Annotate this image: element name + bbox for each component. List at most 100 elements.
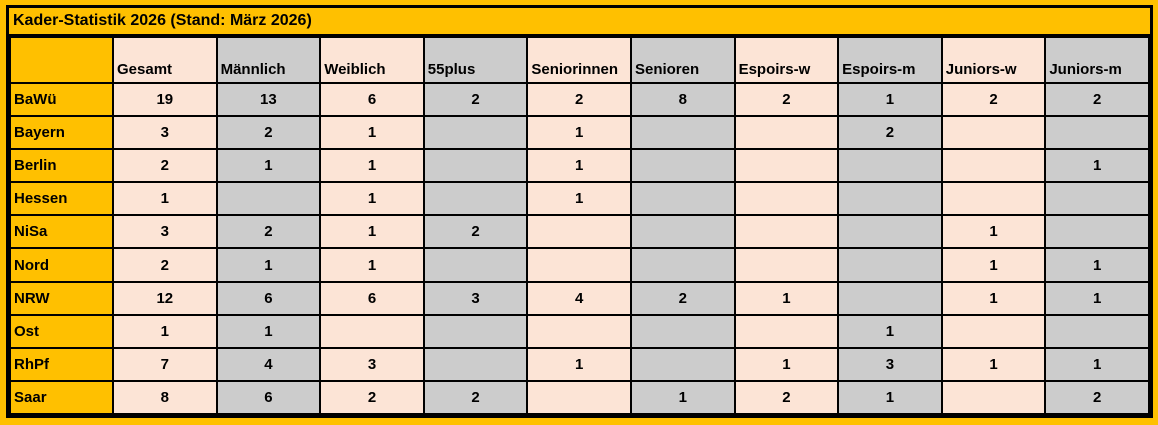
data-cell: 1	[940, 247, 1047, 283]
data-cell	[422, 346, 529, 382]
data-cell: 2	[112, 247, 218, 283]
data-cell	[837, 214, 943, 250]
data-cell: 2	[1044, 379, 1150, 416]
data-cell	[526, 247, 632, 283]
data-cell: 1	[112, 181, 218, 217]
data-cell	[940, 115, 1047, 151]
data-cell	[319, 313, 425, 349]
row-label-cell: Hessen	[9, 181, 114, 217]
data-cell: 1	[215, 148, 322, 184]
data-cell: 2	[526, 81, 632, 118]
data-cell: 2	[629, 280, 736, 316]
data-cell: 2	[319, 379, 425, 416]
column-header: Espoirs-m	[837, 36, 943, 84]
data-cell: 3	[422, 280, 529, 316]
data-cell: 2	[940, 81, 1047, 118]
data-cell: 1	[526, 148, 632, 184]
data-cell	[629, 346, 736, 382]
column-header: Espoirs-w	[733, 36, 840, 84]
data-cell	[837, 148, 943, 184]
data-cell: 1	[319, 148, 425, 184]
data-cell: 1	[1044, 148, 1150, 184]
data-cell	[422, 247, 529, 283]
data-cell: 1	[1044, 247, 1150, 283]
column-header: Weiblich	[319, 36, 425, 84]
data-cell	[733, 181, 840, 217]
data-cell	[1044, 214, 1150, 250]
data-cell: 2	[422, 214, 529, 250]
data-cell	[629, 148, 736, 184]
row-label-cell: Nord	[9, 247, 114, 283]
table-body: BaWü 19 13 6 2 2 8 2 1 2 2 Bayern 3 2 1 1 2 Berlin 2 1 1 1 1 He…	[9, 81, 1150, 416]
data-cell	[837, 181, 943, 217]
data-cell: 2	[1044, 81, 1150, 118]
data-cell: 1	[215, 313, 322, 349]
data-cell	[940, 181, 1047, 217]
data-cell	[629, 115, 736, 151]
row-label-cell: BaWü	[9, 81, 114, 118]
row-label-cell: NRW	[9, 280, 114, 316]
table-frame: Kader-Statistik 2026 (Stand: März 2026) …	[6, 5, 1153, 418]
data-cell: 4	[215, 346, 322, 382]
data-cell	[422, 181, 529, 217]
data-cell	[940, 379, 1047, 416]
page-title: Kader-Statistik 2026 (Stand: März 2026)	[9, 8, 1150, 36]
data-cell: 1	[112, 313, 218, 349]
data-cell: 1	[319, 214, 425, 250]
data-cell	[940, 148, 1047, 184]
data-cell: 19	[112, 81, 218, 118]
data-cell: 4	[526, 280, 632, 316]
data-cell	[629, 181, 736, 217]
data-cell: 6	[319, 280, 425, 316]
data-cell: 1	[733, 346, 840, 382]
data-cell	[837, 247, 943, 283]
data-cell	[733, 115, 840, 151]
data-cell: 3	[837, 346, 943, 382]
data-cell: 3	[112, 214, 218, 250]
data-cell: 3	[319, 346, 425, 382]
table-row: Saar 8 6 2 2 1 2 1 2	[9, 379, 1150, 416]
data-cell: 3	[112, 115, 218, 151]
data-cell: 13	[215, 81, 322, 118]
data-cell: 1	[837, 313, 943, 349]
table-row: NRW 12 6 6 3 4 2 1 1 1	[9, 280, 1150, 316]
data-cell	[215, 181, 322, 217]
row-label-cell: NiSa	[9, 214, 114, 250]
data-cell: 1	[940, 346, 1047, 382]
data-cell: 1	[319, 181, 425, 217]
data-cell: 1	[526, 115, 632, 151]
header-row: Gesamt Männlich Weiblich 55plus Seniorinnen S…	[9, 36, 1150, 84]
data-cell: 1	[1044, 346, 1150, 382]
data-cell	[940, 313, 1047, 349]
data-cell	[526, 313, 632, 349]
data-cell: 6	[319, 81, 425, 118]
data-cell: 1	[733, 280, 840, 316]
data-cell: 2	[837, 115, 943, 151]
data-cell: 8	[629, 81, 736, 118]
data-cell: 12	[112, 280, 218, 316]
data-cell	[422, 115, 529, 151]
data-cell: 1	[526, 181, 632, 217]
data-cell	[1044, 313, 1150, 349]
data-cell	[422, 148, 529, 184]
data-cell: 1	[837, 379, 943, 416]
column-header: Senioren	[629, 36, 736, 84]
row-label-cell: RhPf	[9, 346, 114, 382]
row-label-cell: Berlin	[9, 148, 114, 184]
data-cell: 2	[112, 148, 218, 184]
data-cell	[422, 313, 529, 349]
data-cell: 2	[733, 379, 840, 416]
data-cell	[526, 379, 632, 416]
data-cell: 1	[629, 379, 736, 416]
data-cell	[733, 148, 840, 184]
data-cell: 2	[422, 81, 529, 118]
data-cell	[1044, 115, 1150, 151]
table-row: Ost 1 1 1	[9, 313, 1150, 349]
column-header: Männlich	[215, 36, 322, 84]
data-cell: 2	[733, 81, 840, 118]
row-label-cell: Bayern	[9, 115, 114, 151]
data-cell	[526, 214, 632, 250]
stats-table: Gesamt Männlich Weiblich 55plus Seniorinnen S…	[9, 36, 1150, 416]
data-cell	[733, 214, 840, 250]
